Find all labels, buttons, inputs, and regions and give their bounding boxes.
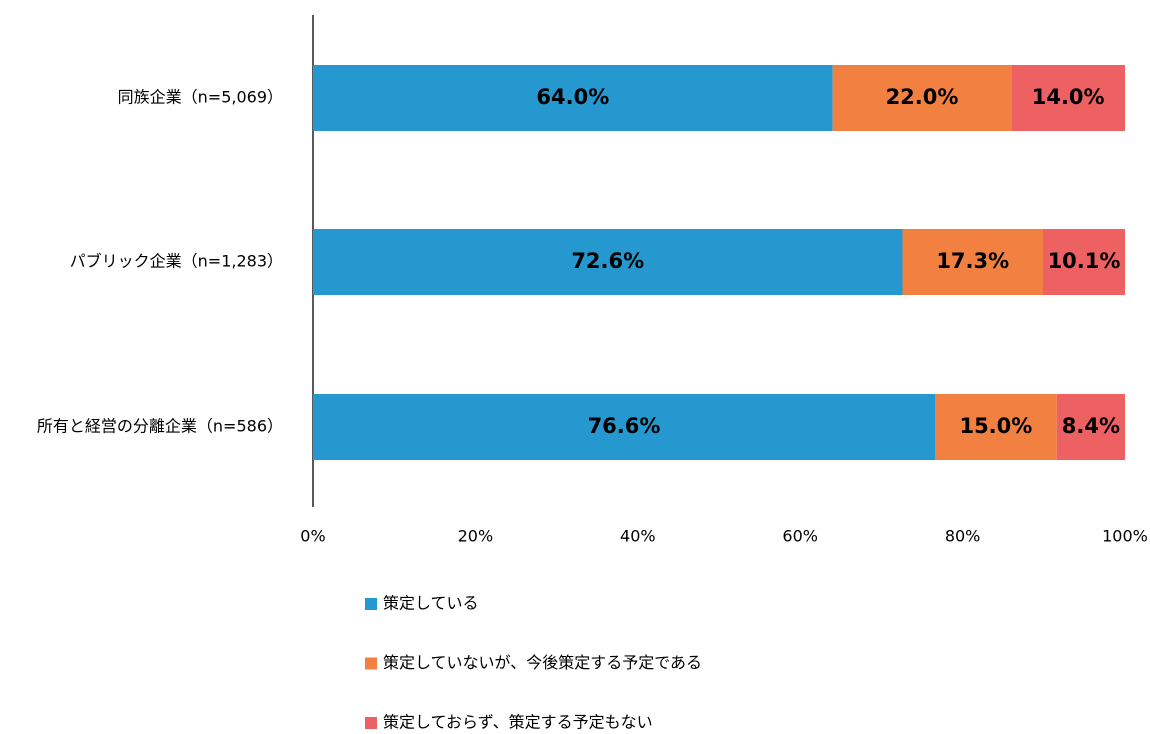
legend-label: 策定している — [383, 594, 479, 613]
bar-segment — [934, 394, 1057, 460]
category-label: 同族企業（n=5,069） — [118, 88, 283, 107]
category-label: 所有と経営の分離企業（n=586） — [37, 417, 283, 436]
value-label: 72.6% — [571, 249, 644, 273]
legend-label: 策定していないが、今後策定する予定である — [383, 653, 702, 672]
bar-segment — [313, 229, 903, 295]
value-label: 10.1% — [1048, 249, 1121, 273]
value-label: 76.6% — [588, 414, 661, 438]
bar-segment — [1056, 394, 1125, 460]
x-tick-label: 20% — [458, 527, 494, 546]
bar-segment — [1011, 65, 1125, 131]
value-label: 22.0% — [886, 85, 959, 109]
category-label: パブリック企業（n=1,283） — [70, 252, 283, 271]
x-tick-label: 80% — [945, 527, 981, 546]
value-label: 15.0% — [959, 414, 1032, 438]
value-label: 17.3% — [936, 249, 1009, 273]
value-label: 64.0% — [536, 85, 609, 109]
x-tick-label: 60% — [782, 527, 818, 546]
bar-segment — [313, 65, 833, 131]
legend-label: 策定しておらず、策定する予定もない — [383, 713, 653, 732]
bar-segment — [1042, 229, 1125, 295]
legend-swatch — [365, 717, 377, 729]
value-label: 14.0% — [1032, 85, 1105, 109]
bar-segment — [902, 229, 1043, 295]
bar-segment — [832, 65, 1012, 131]
legend-swatch — [365, 657, 377, 670]
value-label: 8.4% — [1062, 414, 1120, 438]
bar-segment — [313, 394, 935, 460]
x-tick-label: 0% — [300, 527, 325, 546]
legend-swatch — [365, 598, 377, 610]
x-tick-label: 100% — [1102, 527, 1148, 546]
x-tick-label: 40% — [620, 527, 656, 546]
